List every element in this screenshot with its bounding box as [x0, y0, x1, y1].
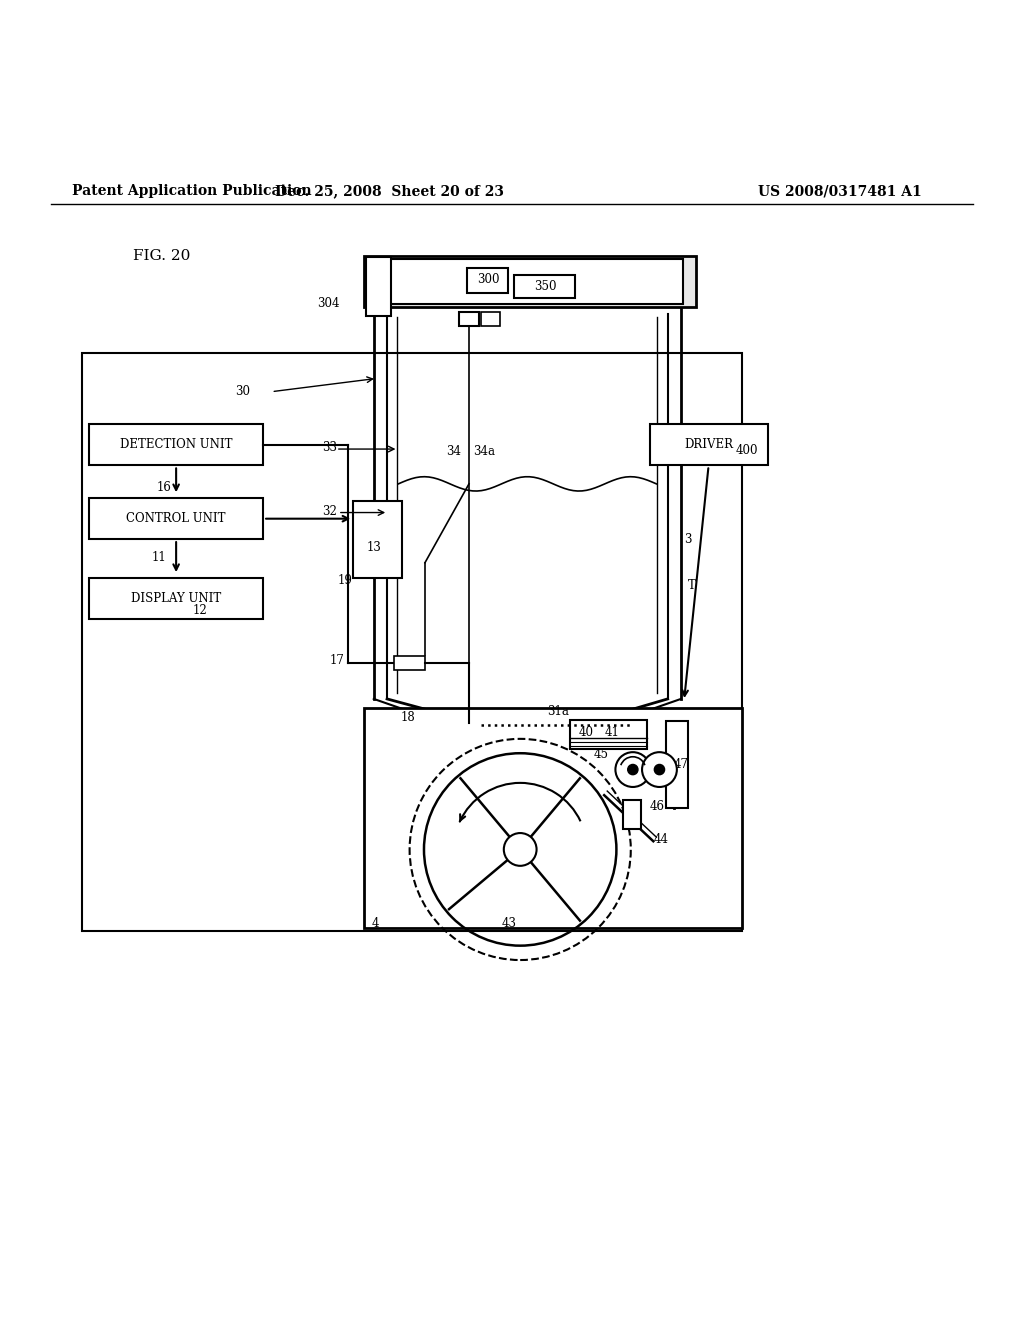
Text: 45: 45	[594, 747, 609, 760]
Text: 19: 19	[338, 574, 353, 586]
Text: 34: 34	[446, 445, 462, 458]
Bar	[459, 312, 479, 326]
Text: 300: 300	[477, 272, 500, 285]
Text: CONTROL UNIT: CONTROL UNIT	[126, 512, 226, 525]
Text: 33: 33	[323, 441, 338, 454]
Text: 30: 30	[236, 385, 251, 399]
Circle shape	[504, 833, 537, 866]
Text: 34a: 34a	[473, 445, 495, 458]
Bar	[82, 352, 742, 932]
Text: 17: 17	[330, 653, 345, 667]
Text: 400: 400	[735, 444, 758, 457]
Bar	[406, 711, 477, 735]
Text: 350: 350	[535, 280, 557, 293]
Bar	[623, 800, 641, 829]
Text: DRIVER: DRIVER	[684, 438, 733, 451]
Text: T: T	[688, 578, 696, 591]
Text: 4: 4	[372, 916, 379, 929]
Circle shape	[642, 752, 677, 787]
Text: 46: 46	[649, 800, 665, 813]
Circle shape	[615, 752, 650, 787]
Text: 31a: 31a	[547, 705, 568, 718]
Bar	[481, 312, 500, 326]
Bar	[650, 425, 768, 466]
Text: 32: 32	[323, 506, 338, 517]
Bar	[394, 656, 425, 671]
Bar	[364, 256, 696, 306]
Text: 44: 44	[653, 833, 669, 846]
Bar	[89, 498, 263, 539]
Text: DETECTION UNIT: DETECTION UNIT	[120, 438, 232, 451]
Text: 13: 13	[367, 541, 382, 554]
Text: 41: 41	[604, 726, 620, 739]
Text: 304: 304	[317, 297, 340, 310]
Text: 3: 3	[684, 533, 691, 545]
Text: Dec. 25, 2008  Sheet 20 of 23: Dec. 25, 2008 Sheet 20 of 23	[274, 183, 504, 198]
Bar	[366, 256, 391, 315]
Text: 18: 18	[400, 711, 415, 723]
Bar	[514, 275, 575, 297]
Bar	[570, 721, 647, 748]
Text: DISPLAY UNIT: DISPLAY UNIT	[131, 593, 221, 605]
Bar	[377, 259, 683, 304]
Text: 11: 11	[152, 552, 166, 564]
Text: US 2008/0317481 A1: US 2008/0317481 A1	[758, 183, 922, 198]
Text: 40: 40	[579, 726, 594, 739]
Bar	[364, 708, 742, 928]
Text: 12: 12	[193, 605, 207, 618]
Bar	[353, 502, 402, 578]
Text: Patent Application Publication: Patent Application Publication	[72, 183, 311, 198]
Circle shape	[628, 764, 638, 775]
Bar	[666, 722, 688, 808]
Text: 43: 43	[502, 916, 517, 929]
Text: FIG. 20: FIG. 20	[133, 248, 190, 263]
Text: 16: 16	[157, 482, 172, 495]
Circle shape	[654, 764, 665, 775]
Bar	[89, 425, 263, 466]
Bar	[89, 578, 263, 619]
Bar	[467, 268, 508, 293]
Text: 47: 47	[674, 758, 689, 771]
